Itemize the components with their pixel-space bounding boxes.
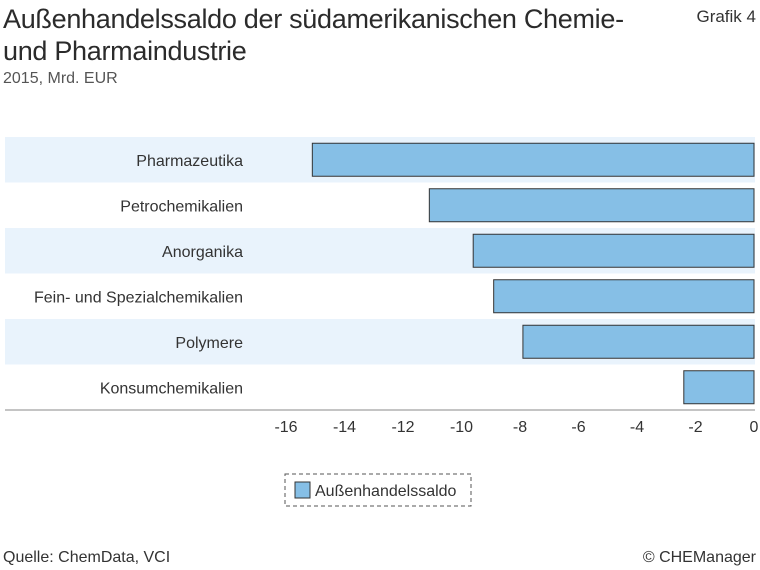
legend-label: Außenhandelssaldo: [315, 483, 457, 500]
bars: [311, 142, 755, 405]
category-label: Petrochemikalien: [120, 198, 243, 215]
x-tick-label: -10: [450, 419, 473, 436]
copyright-note: © CHEManager: [642, 549, 756, 566]
bar-konsumchemikalien: [683, 370, 755, 405]
x-tick-label: -4: [630, 419, 644, 436]
chart-title: Außenhandelssaldo der südamerikanischen …: [3, 4, 624, 66]
x-tick-label: -2: [688, 419, 702, 436]
category-label: Polymere: [175, 335, 243, 352]
category-label: Anorganika: [162, 244, 243, 261]
bar-petrochemikalien: [428, 188, 755, 223]
bar-polymere: [522, 324, 755, 359]
chart-subtitle: 2015, Mrd. EUR: [3, 70, 118, 87]
legend-box: [284, 473, 472, 507]
bar-pharmazeutika: [311, 142, 755, 177]
x-tick-label: 0: [750, 419, 759, 436]
category-labels: Pharmazeutika Petrochemikalien Anorganika F…: [34, 153, 243, 398]
category-label: Konsumchemikalien: [100, 380, 243, 397]
x-tick-label: -6: [571, 419, 585, 436]
category-label: Pharmazeutika: [136, 153, 243, 170]
x-tick-label: -12: [391, 419, 414, 436]
category-label: Fein- und Spezialchemikalien: [34, 289, 243, 306]
bar-anorganika: [472, 233, 755, 268]
bar-fein-und-spezialchemikalien: [493, 279, 755, 314]
x-axis-ticks: -16 -14 -12 -10 -8 -6 -4 -2 0: [274, 419, 758, 436]
figure-number: Grafik 4: [696, 7, 756, 26]
x-tick-label: -14: [333, 419, 356, 436]
x-tick-label: -16: [274, 419, 297, 436]
legend-swatch: [294, 481, 311, 499]
source-note: Quelle: ChemData, VCI: [3, 549, 171, 566]
legend: Außenhandelssaldo: [284, 473, 472, 507]
x-tick-label: -8: [513, 419, 527, 436]
